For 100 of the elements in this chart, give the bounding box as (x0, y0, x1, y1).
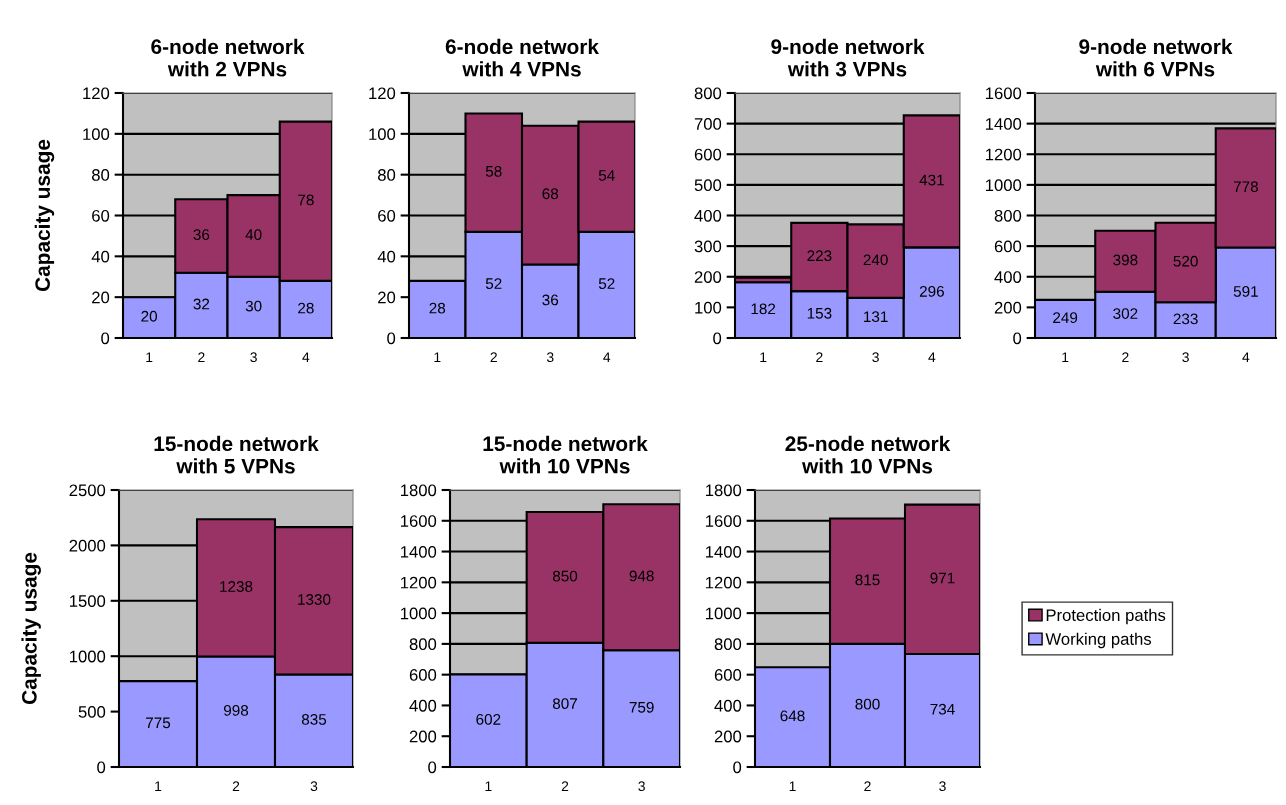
x-tick-label: 1 (760, 352, 767, 362)
data-label: 1238 (220, 581, 253, 592)
y-tick-label: 100 (695, 301, 722, 314)
y-tick-label: 1400 (706, 545, 742, 558)
data-label: 233 (1173, 313, 1198, 325)
data-label: 1330 (298, 594, 331, 605)
y-tick-label: 1000 (986, 179, 1022, 192)
x-tick-label: 2 (1122, 352, 1129, 362)
data-label: 602 (476, 713, 501, 725)
data-label: 182 (751, 303, 776, 315)
data-label: 28 (429, 302, 446, 314)
chart-title: 6-node network with 2 VPNs (151, 38, 305, 77)
legend-label: Working paths (1045, 632, 1152, 649)
data-label: 131 (864, 311, 888, 323)
x-tick-label: 4 (302, 352, 310, 362)
data-label: 78 (298, 194, 314, 206)
y-tick-label: 1600 (401, 515, 437, 527)
y-tick-label: 200 (994, 301, 1022, 314)
data-label: 431 (919, 174, 944, 186)
y-tick-label: 40 (377, 250, 396, 263)
data-label: 223 (807, 250, 832, 262)
data-label: 948 (629, 570, 654, 582)
y-tick-label: 800 (694, 87, 722, 100)
chart-title: 9-node network with 3 VPNs (771, 38, 925, 77)
data-label: 998 (223, 704, 249, 716)
data-label: 648 (780, 710, 805, 722)
y-tick-label: 200 (409, 730, 437, 743)
data-label: 52 (485, 278, 502, 290)
data-label: 759 (629, 701, 654, 713)
y-tick-label: 400 (714, 699, 742, 712)
y-tick-label: 600 (409, 669, 437, 681)
y-tick-label: 1000 (706, 607, 742, 620)
x-tick-label: 3 (546, 352, 554, 363)
y-tick-label: 600 (714, 669, 742, 681)
data-label: 249 (1053, 312, 1078, 324)
y-tick-label: 300 (694, 240, 722, 253)
y-tick-label: 1500 (70, 595, 106, 607)
y-tick-label: 60 (378, 209, 396, 222)
chart-title: 9-node network with 6 VPNs (1079, 38, 1233, 77)
y-tick-label: 500 (78, 706, 106, 718)
y-tick-label: 20 (92, 291, 110, 304)
data-label: 40 (245, 229, 262, 241)
chart-title: 15-node network with 5 VPNs (154, 435, 319, 474)
y-tick-label: 1000 (401, 607, 437, 620)
x-tick-label: 1 (155, 781, 162, 791)
x-tick-label: 2 (490, 352, 497, 362)
x-tick-label: 2 (816, 352, 823, 362)
data-label: 20 (141, 310, 158, 322)
y-tick-label: 700 (694, 118, 722, 130)
y-tick-label: 20 (378, 291, 396, 304)
data-label: 28 (298, 302, 314, 314)
y-tick-label: 1200 (986, 148, 1022, 161)
y-tick-label: 1200 (706, 576, 742, 589)
y-tick-label: 200 (694, 271, 722, 283)
x-tick-label: 1 (146, 352, 153, 362)
x-tick-label: 3 (872, 352, 879, 363)
y-tick-label: 2500 (69, 484, 106, 497)
chart-title: 15-node network with 10 VPNs (483, 435, 648, 474)
data-label: 850 (552, 570, 578, 582)
x-tick-label: 3 (939, 781, 946, 792)
y-tick-label: 800 (714, 638, 742, 651)
y-tick-label: 1000 (70, 650, 106, 663)
x-tick-label: 2 (232, 781, 240, 791)
y-tick-label: 200 (714, 730, 742, 743)
data-label: 398 (1113, 254, 1138, 266)
y-tick-label: 600 (694, 148, 722, 161)
y-tick-label: 600 (994, 240, 1022, 253)
x-tick-label: 2 (561, 781, 569, 791)
y-tick-label: 40 (91, 250, 110, 263)
y-tick-label: 80 (377, 169, 396, 181)
y-axis-title: Capacity usage (34, 139, 55, 292)
x-tick-label: 2 (198, 352, 205, 362)
y-axis-title: Capacity usage (21, 552, 41, 705)
y-tick-label: 100 (83, 128, 110, 141)
x-tick-label: 3 (638, 781, 645, 792)
legend-label: Protection paths (1046, 608, 1166, 625)
y-tick-label: 0 (97, 761, 106, 774)
y-tick-label: 1200 (401, 576, 437, 589)
chart-title: 6-node network with 4 VPNs (445, 38, 599, 77)
x-tick-label: 1 (434, 352, 441, 362)
data-label: 32 (193, 298, 210, 310)
x-tick-label: 3 (250, 352, 257, 363)
data-label: 835 (301, 714, 327, 725)
data-label: 775 (146, 717, 171, 729)
data-label: 296 (919, 285, 944, 297)
data-label: 815 (855, 574, 880, 586)
chart-title: 25-node network with 10 VPNs (785, 435, 951, 474)
y-tick-label: 0 (387, 332, 396, 345)
data-label: 153 (807, 307, 832, 319)
data-label: 52 (598, 278, 615, 290)
x-tick-label: 4 (1242, 352, 1250, 362)
y-tick-label: 0 (428, 761, 437, 774)
data-label: 36 (542, 294, 559, 306)
y-tick-label: 0 (733, 761, 742, 774)
data-label: 807 (552, 698, 577, 710)
data-label: 54 (598, 170, 615, 181)
y-tick-label: 1400 (401, 545, 437, 558)
data-label: 520 (1173, 255, 1198, 267)
data-label: 734 (930, 703, 955, 715)
data-label: 971 (930, 572, 955, 584)
